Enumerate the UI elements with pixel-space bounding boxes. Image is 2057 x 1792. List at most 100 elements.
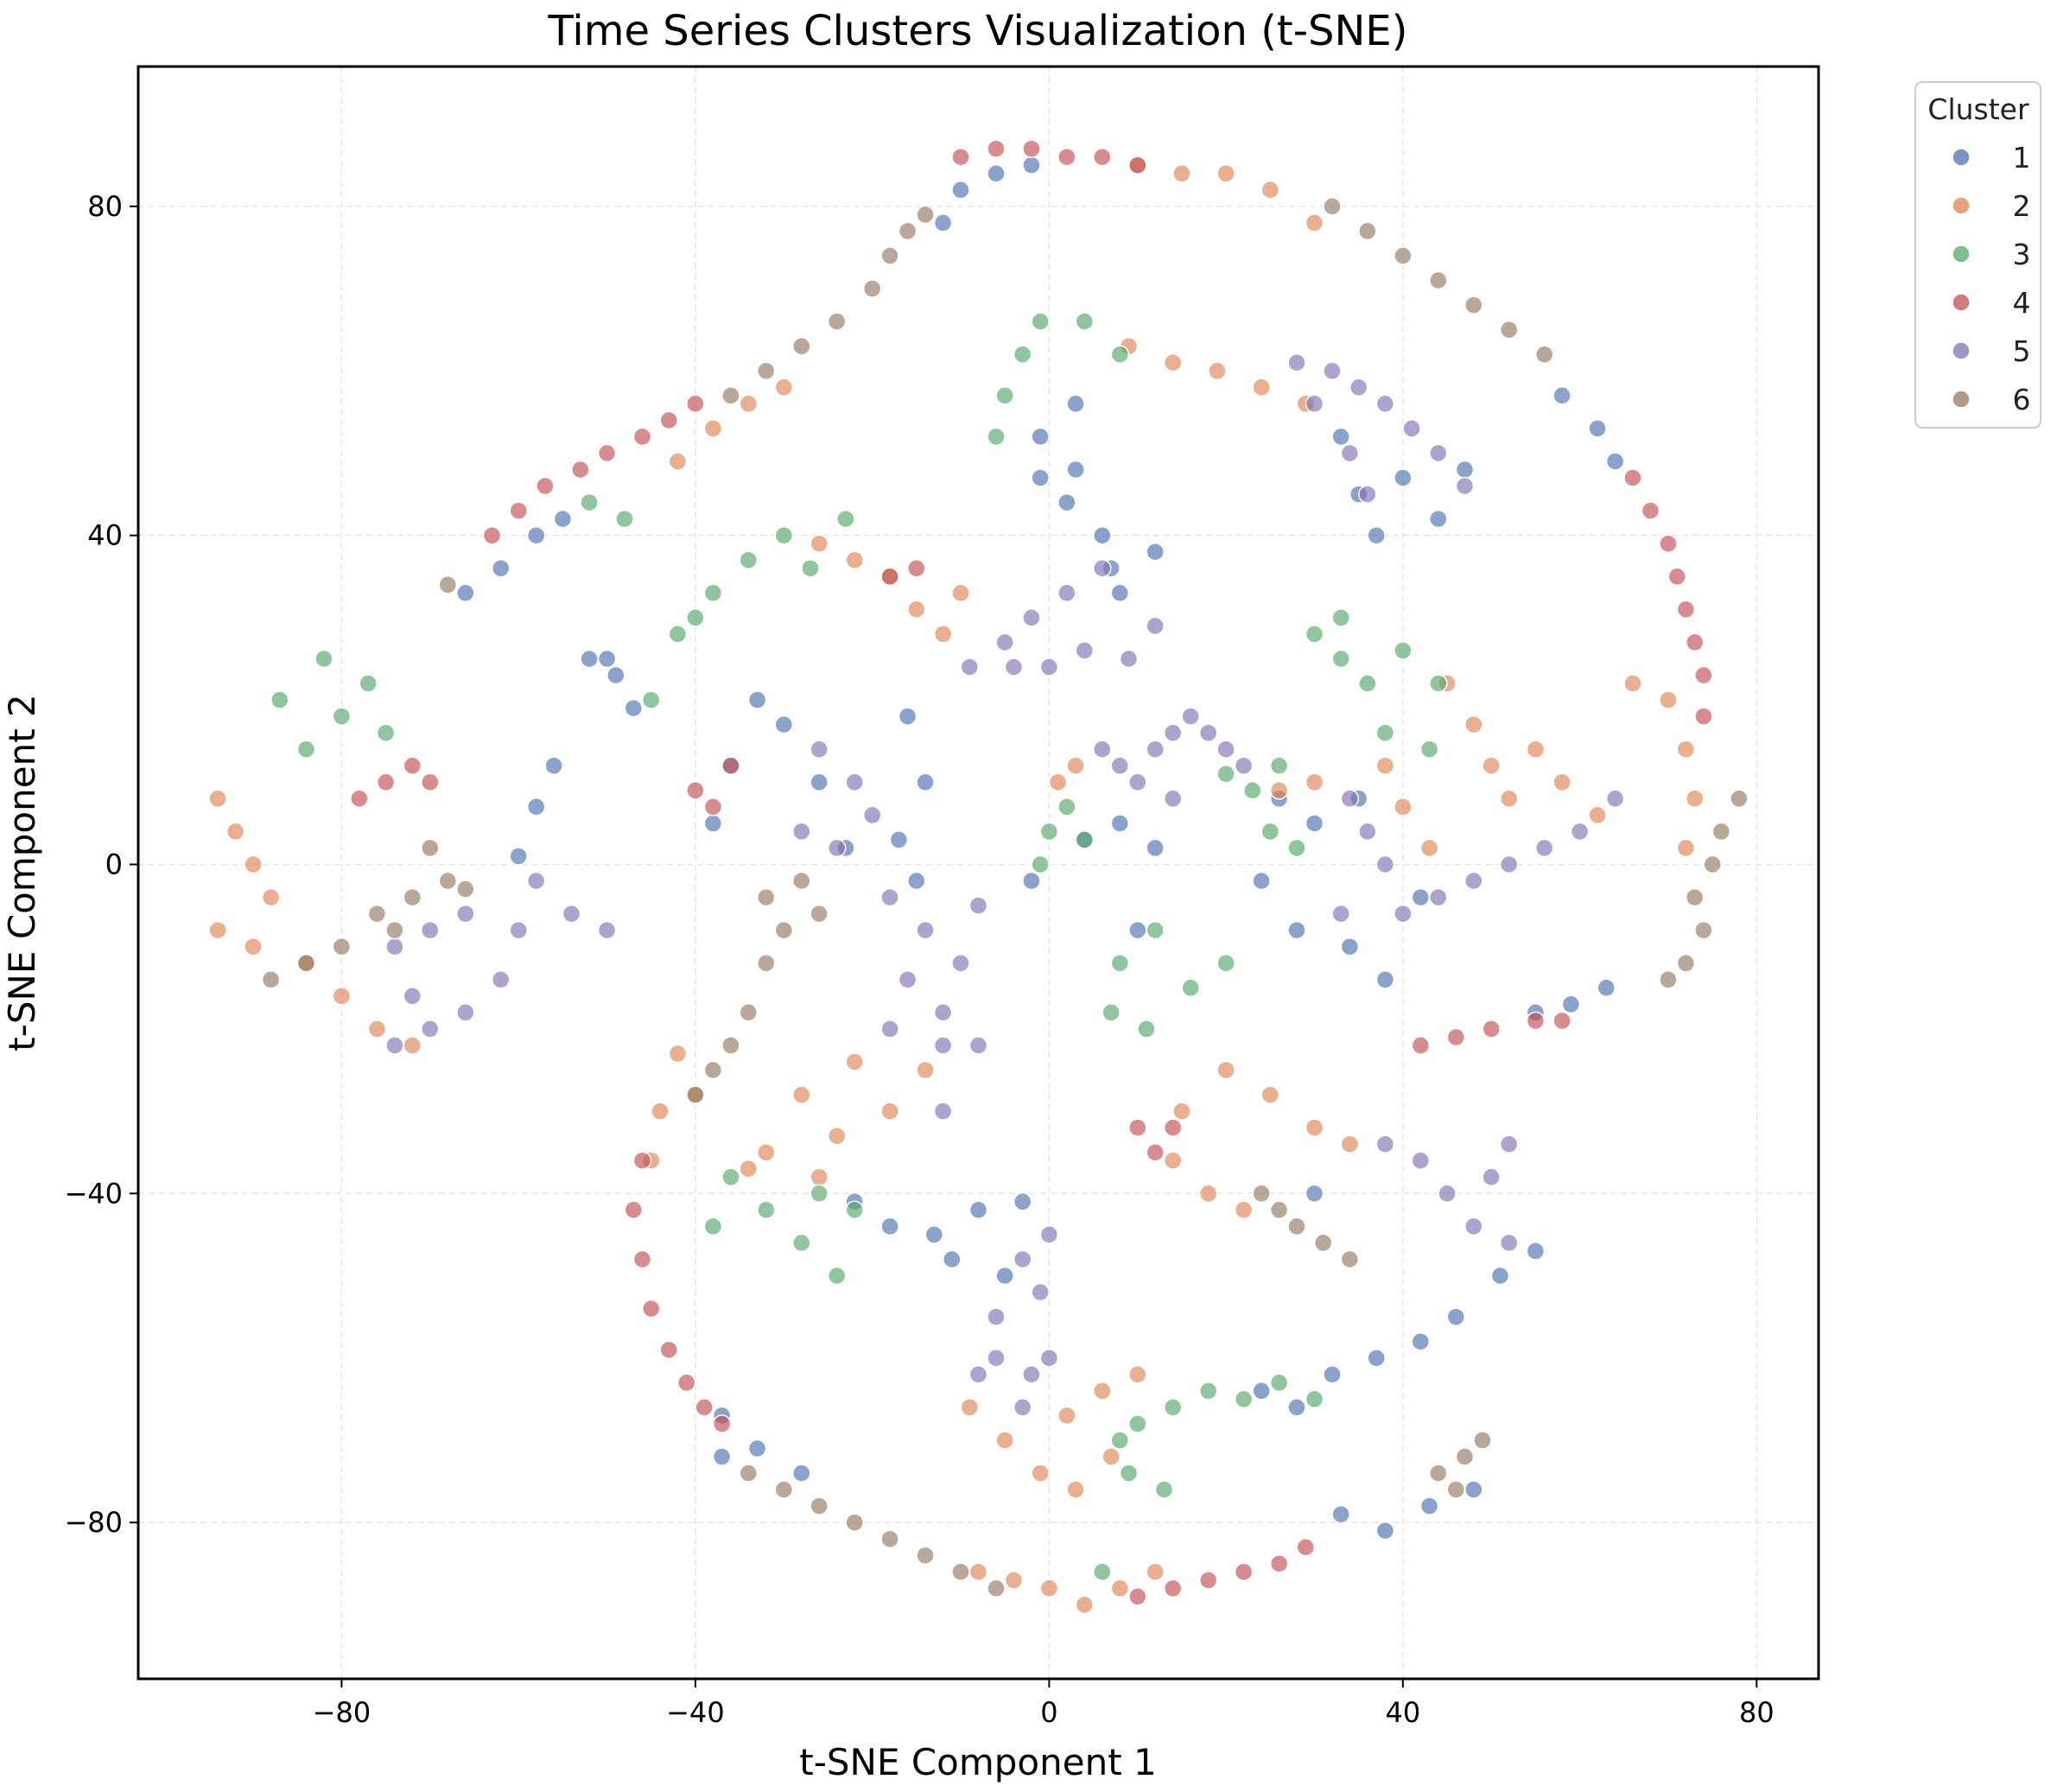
y-tick-label: −80 xyxy=(64,1506,123,1539)
data-point xyxy=(1552,772,1571,792)
data-point xyxy=(1464,1480,1483,1499)
data-point xyxy=(987,1307,1006,1326)
data-point xyxy=(1446,1027,1466,1047)
series-2 xyxy=(208,156,1705,1615)
data-point xyxy=(1269,756,1289,775)
data-point xyxy=(951,181,970,200)
data-point xyxy=(1641,501,1660,520)
data-point xyxy=(632,1249,652,1269)
data-point xyxy=(721,386,740,405)
data-point xyxy=(916,920,935,940)
data-point xyxy=(296,740,316,759)
data-point xyxy=(880,246,899,265)
data-point xyxy=(827,1266,847,1286)
data-point xyxy=(880,887,899,907)
data-point xyxy=(827,838,847,858)
data-point xyxy=(1234,756,1254,775)
data-point xyxy=(1163,1151,1183,1170)
data-point xyxy=(1313,1233,1333,1253)
data-point xyxy=(1526,740,1546,759)
legend-marker xyxy=(1952,148,1971,167)
x-tick-label: 0 xyxy=(1040,1696,1057,1729)
data-point xyxy=(641,690,661,709)
data-point xyxy=(1331,608,1350,627)
data-point xyxy=(757,887,776,907)
data-point xyxy=(747,690,767,709)
data-point xyxy=(1022,1364,1041,1384)
data-point xyxy=(597,920,617,940)
data-point xyxy=(1411,1331,1431,1351)
data-point xyxy=(526,871,546,891)
data-point xyxy=(1128,772,1147,792)
data-point xyxy=(421,920,440,940)
data-point xyxy=(1455,1447,1475,1466)
data-point xyxy=(987,139,1006,158)
data-point xyxy=(1331,904,1350,924)
data-point xyxy=(1605,452,1625,471)
data-point xyxy=(1375,394,1395,414)
data-point xyxy=(1172,164,1191,183)
data-point xyxy=(1340,789,1360,809)
data-point xyxy=(1482,1020,1501,1039)
data-point xyxy=(624,698,644,718)
data-point xyxy=(1667,567,1686,587)
data-point xyxy=(809,740,829,759)
data-point xyxy=(907,558,926,578)
data-point xyxy=(1730,789,1749,809)
data-point xyxy=(1659,534,1678,553)
data-point xyxy=(1375,970,1395,989)
data-point xyxy=(1216,740,1235,759)
data-point xyxy=(845,1200,864,1220)
data-point xyxy=(641,1299,661,1319)
data-point xyxy=(1198,723,1218,742)
data-point xyxy=(1022,608,1041,627)
data-point xyxy=(1057,492,1076,512)
data-point xyxy=(1375,756,1395,775)
data-point xyxy=(1110,583,1130,603)
data-point xyxy=(916,205,935,225)
x-tick-label: −80 xyxy=(313,1696,371,1729)
data-point xyxy=(845,1513,864,1532)
data-point xyxy=(1305,772,1324,792)
data-point xyxy=(880,1020,899,1039)
data-point xyxy=(544,756,563,775)
data-point xyxy=(907,871,926,891)
data-point xyxy=(774,378,794,397)
data-point xyxy=(1013,1249,1032,1269)
data-point xyxy=(1181,707,1200,726)
data-point xyxy=(208,920,227,940)
legend-marker xyxy=(1952,293,1971,312)
data-point xyxy=(1394,798,1413,817)
data-point xyxy=(1358,485,1377,504)
data-point xyxy=(809,1184,829,1204)
data-point xyxy=(995,1431,1014,1450)
data-point xyxy=(757,361,776,381)
data-point xyxy=(968,1364,988,1384)
data-point xyxy=(597,443,617,463)
data-point xyxy=(1358,822,1377,842)
data-point xyxy=(1137,1020,1156,1039)
data-point xyxy=(1455,476,1475,496)
data-point xyxy=(943,1249,962,1269)
data-point xyxy=(1526,1242,1546,1261)
data-point xyxy=(1022,871,1041,891)
data-point xyxy=(1093,1382,1112,1401)
data-point xyxy=(1039,822,1059,842)
data-point xyxy=(1110,953,1130,973)
data-point xyxy=(916,1546,935,1565)
data-point xyxy=(1676,600,1696,620)
data-point xyxy=(1031,1282,1050,1302)
data-point xyxy=(712,1414,732,1433)
data-point xyxy=(1119,1464,1139,1483)
data-point xyxy=(1252,1382,1271,1401)
data-point xyxy=(1561,994,1581,1014)
data-point xyxy=(809,772,829,792)
data-point xyxy=(1375,855,1395,874)
data-point xyxy=(1216,765,1235,784)
data-point xyxy=(1340,937,1360,956)
data-point xyxy=(1075,312,1095,331)
data-point xyxy=(421,772,440,792)
data-point xyxy=(1305,814,1324,833)
grid xyxy=(138,67,1819,1679)
data-point xyxy=(1499,855,1519,874)
